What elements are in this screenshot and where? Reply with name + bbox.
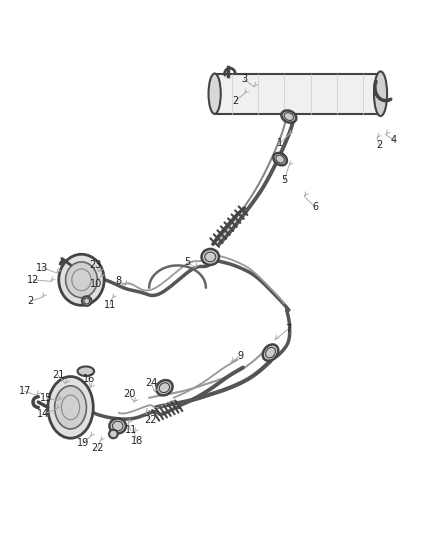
Ellipse shape [273,153,287,165]
Text: 7: 7 [285,324,291,334]
Ellipse shape [263,344,278,361]
Ellipse shape [109,430,118,438]
Text: 24: 24 [145,378,158,389]
Text: 22: 22 [144,415,156,425]
Text: 17: 17 [18,386,31,397]
Text: 3: 3 [241,75,247,84]
Text: 11: 11 [104,300,116,310]
Text: 9: 9 [237,351,243,361]
Ellipse shape [201,249,219,265]
Ellipse shape [156,380,173,395]
Ellipse shape [110,418,126,433]
Text: 21: 21 [52,370,64,381]
Text: 8: 8 [116,277,122,286]
Text: 11: 11 [125,425,137,435]
Ellipse shape [208,74,221,114]
Ellipse shape [281,110,297,123]
Text: 13: 13 [36,263,48,272]
Bar [215,74,381,114]
Ellipse shape [59,254,104,305]
Text: 18: 18 [131,436,143,446]
Text: 6: 6 [312,202,318,212]
Text: 4: 4 [391,135,397,145]
Text: 5: 5 [281,175,288,185]
Text: 5: 5 [184,257,191,267]
Text: 12: 12 [27,275,39,285]
Text: 23: 23 [90,261,102,270]
Ellipse shape [66,262,97,297]
Text: 16: 16 [83,374,95,384]
Ellipse shape [82,296,92,306]
Text: 19: 19 [77,438,89,448]
Ellipse shape [78,367,94,376]
Text: 1: 1 [277,138,283,148]
Text: 22: 22 [92,443,104,453]
Text: 10: 10 [90,279,102,288]
Ellipse shape [48,376,93,438]
Text: 2: 2 [377,140,383,150]
Text: 20: 20 [124,389,136,399]
Ellipse shape [374,71,387,116]
Ellipse shape [55,386,86,429]
Text: 2: 2 [27,296,34,306]
Text: 14: 14 [37,409,49,419]
Text: 15: 15 [40,393,53,403]
Text: 2: 2 [233,95,239,106]
